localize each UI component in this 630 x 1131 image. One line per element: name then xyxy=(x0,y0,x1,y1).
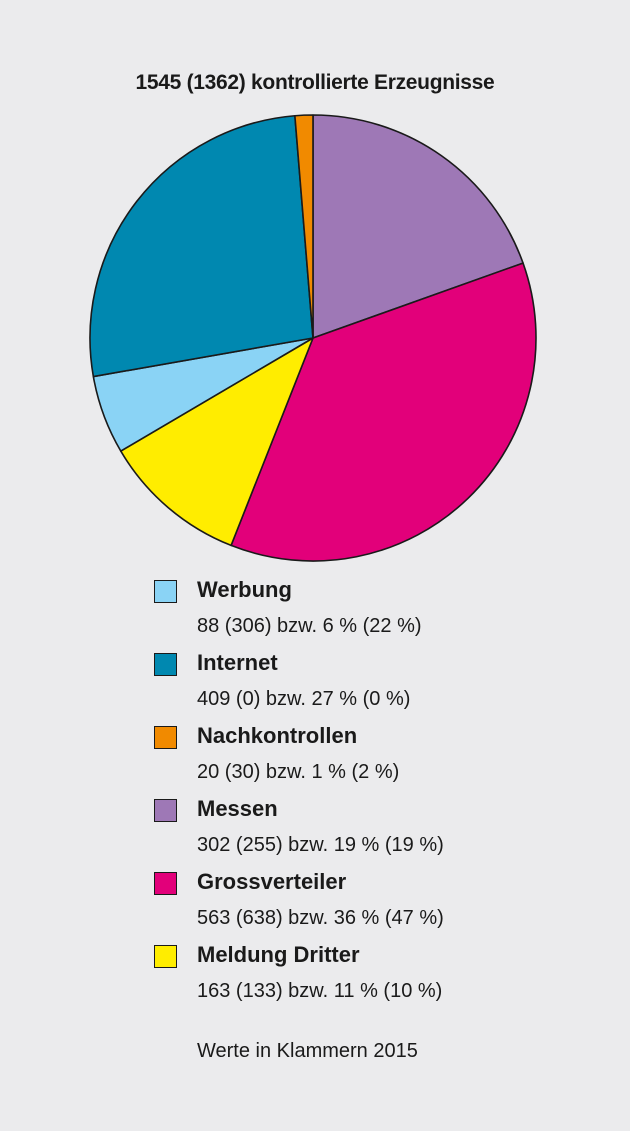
legend-swatch xyxy=(154,945,177,968)
legend-label: Internet xyxy=(197,650,278,675)
legend-label: Meldung Dritter xyxy=(197,942,360,967)
legend-swatch xyxy=(154,580,177,603)
legend-value: 302 (255) bzw. 19 % (19 %) xyxy=(197,834,444,856)
legend-swatch xyxy=(154,726,177,749)
pie-slice-internet xyxy=(89,114,314,378)
legend-value: 163 (133) bzw. 11 % (10 %) xyxy=(197,980,443,1002)
legend-label: Grossverteiler xyxy=(197,869,347,894)
legend-label: Nachkontrollen xyxy=(197,723,358,748)
pie-slice-messen xyxy=(312,114,524,339)
pie-slice-nachkontrollen xyxy=(294,114,314,339)
pie-slice-grossverteiler xyxy=(230,262,537,562)
legend-swatch xyxy=(154,872,177,895)
footnote: Werte in Klammern 2015 xyxy=(197,1040,418,1062)
legend-label: Werbung xyxy=(197,577,292,602)
legend-value: 563 (638) bzw. 36 % (47 %) xyxy=(197,907,444,929)
chart-title: 1545 (1362) kontrollierte Erzeugnisse xyxy=(135,71,495,94)
pie-chart xyxy=(89,114,537,562)
legend-swatch xyxy=(154,799,177,822)
legend-value: 88 (306) bzw. 6 % (22 %) xyxy=(197,615,422,637)
legend-label: Messen xyxy=(197,796,278,821)
legend-value: 20 (30) bzw. 1 % (2 %) xyxy=(197,761,400,783)
legend-swatch xyxy=(154,653,177,676)
pie-slice-meldung-dritter xyxy=(119,337,314,547)
legend-value: 409 (0) bzw. 27 % (0 %) xyxy=(197,688,411,710)
